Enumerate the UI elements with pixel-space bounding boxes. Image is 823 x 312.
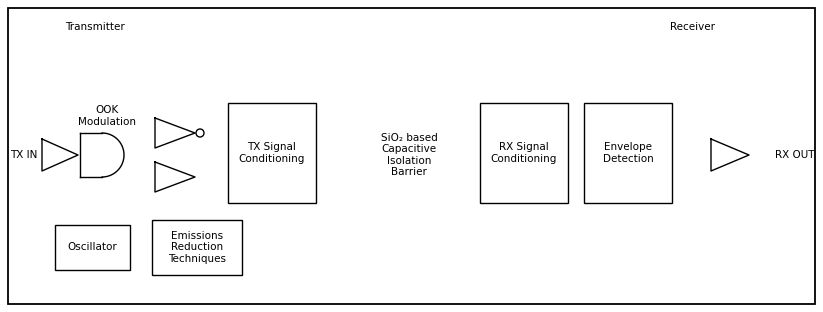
Text: OOK
Modulation: OOK Modulation: [78, 105, 136, 127]
Polygon shape: [42, 139, 78, 171]
Bar: [55, 225, 130, 270]
Text: RX Signal
Conditioning: RX Signal Conditioning: [491, 142, 557, 164]
Circle shape: [196, 129, 204, 137]
Text: TX IN: TX IN: [10, 150, 37, 160]
Text: Emissions
Reduction
Techniques: Emissions Reduction Techniques: [168, 231, 226, 264]
Polygon shape: [711, 139, 749, 171]
Polygon shape: [155, 162, 195, 192]
Text: Envelope
Detection: Envelope Detection: [602, 142, 653, 164]
Bar: [584, 103, 672, 203]
Text: Oscillator: Oscillator: [67, 242, 118, 252]
Bar: [228, 103, 316, 203]
Text: SiO₂ based
Capacitive
Isolation
Barrier: SiO₂ based Capacitive Isolation Barrier: [380, 133, 437, 178]
Text: Transmitter: Transmitter: [65, 22, 125, 32]
Text: Receiver: Receiver: [670, 22, 715, 32]
Bar: [152, 220, 242, 275]
Polygon shape: [80, 133, 124, 177]
Polygon shape: [155, 118, 195, 148]
Text: TX Signal
Conditioning: TX Signal Conditioning: [239, 142, 305, 164]
Bar: [480, 103, 568, 203]
Text: RX OUT: RX OUT: [775, 150, 815, 160]
